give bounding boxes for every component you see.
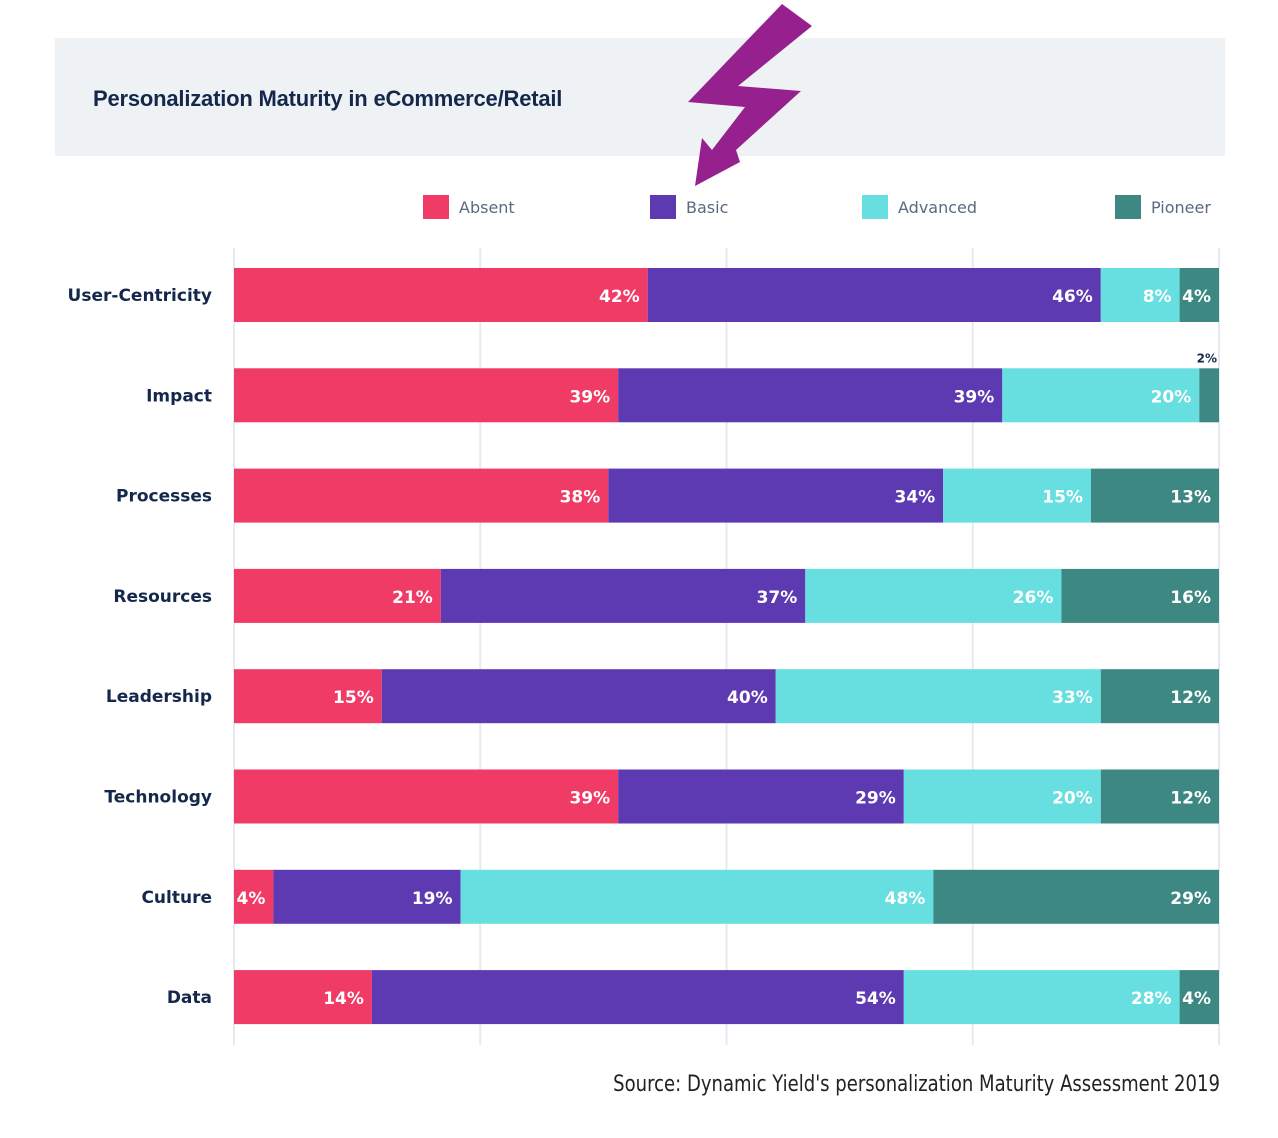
data-label: 46% — [1052, 287, 1093, 307]
bar-segment-advanced — [460, 869, 934, 924]
bar-segment-absent — [234, 568, 441, 623]
data-label: 4% — [237, 889, 266, 909]
bar-segment-advanced — [805, 568, 1062, 623]
source-note: Source: Dynamic Yield's personalization … — [613, 1072, 1220, 1097]
data-label: 29% — [855, 789, 896, 809]
category-label: Processes — [116, 487, 212, 507]
bar-segment-basic — [273, 869, 461, 924]
legend-label: Pioneer — [1151, 197, 1211, 217]
bar-segment-absent — [234, 769, 619, 824]
legend-label: Basic — [686, 197, 729, 217]
bar-segment-absent — [234, 268, 648, 322]
bar-segment-basic — [608, 468, 944, 523]
data-label: 26% — [1013, 588, 1054, 608]
bar-segment-pioneer — [1090, 468, 1219, 523]
legend-swatch — [862, 195, 888, 219]
legend-item-advanced: Advanced — [862, 195, 977, 219]
bar-segment-basic — [371, 970, 904, 1025]
data-label: 15% — [1042, 488, 1083, 508]
data-label: 54% — [855, 989, 896, 1009]
bar-segment-advanced — [775, 669, 1101, 724]
bar-segment-advanced — [1100, 268, 1180, 322]
data-label: 28% — [1131, 989, 1172, 1009]
bar-segment-basic — [647, 268, 1101, 322]
data-label-outside: 2% — [1197, 351, 1217, 365]
data-label: 4% — [1182, 989, 1211, 1009]
bar-segment-pioneer — [1179, 268, 1219, 322]
bar-segment-absent — [234, 869, 274, 924]
data-label: 20% — [1052, 789, 1093, 809]
data-label: 12% — [1170, 688, 1211, 708]
category-label: Resources — [113, 587, 212, 607]
bar-segment-pioneer — [1179, 970, 1219, 1025]
data-label: 40% — [727, 688, 768, 708]
data-label: 39% — [954, 387, 995, 407]
bar-segment-advanced — [903, 769, 1101, 824]
data-label: 14% — [323, 989, 364, 1009]
bar-segment-advanced — [943, 468, 1091, 523]
category-label: Culture — [141, 888, 212, 908]
data-label: 15% — [333, 688, 374, 708]
bar-segment-absent — [234, 368, 619, 423]
bar-segment-absent — [234, 970, 372, 1025]
bar-segment-pioneer — [1100, 669, 1219, 724]
bar-segment-basic — [618, 769, 904, 824]
legend-label: Advanced — [898, 197, 978, 217]
category-label: Technology — [104, 788, 212, 808]
data-label: 16% — [1170, 588, 1211, 608]
lightning-arrow-icon — [688, 4, 812, 186]
category-label: Impact — [146, 386, 212, 406]
title-banner: Personalization Maturity in eCommerce/Re… — [55, 38, 1225, 156]
data-label: 19% — [412, 889, 453, 909]
bar-segment-absent — [234, 468, 609, 523]
data-label: 4% — [1182, 287, 1211, 307]
legend-item-basic: Basic — [650, 195, 728, 219]
data-label: 13% — [1170, 488, 1211, 508]
data-label: 42% — [599, 287, 640, 307]
data-label: 8% — [1143, 287, 1172, 307]
chart-title: Personalization Maturity in eCommerce/Re… — [93, 86, 563, 111]
legend-item-pioneer: Pioneer — [1115, 195, 1211, 219]
category-label: User-Centricity — [68, 286, 212, 306]
data-label: 39% — [569, 789, 610, 809]
bar-segment-basic — [618, 368, 1003, 423]
legend-item-absent: Absent — [423, 195, 515, 219]
bar-segment-pioneer — [933, 869, 1219, 924]
bar-segment-pioneer — [1199, 368, 1219, 423]
bar-segment-advanced — [903, 970, 1180, 1025]
legend-swatch — [1115, 195, 1141, 219]
bar-segment-pioneer — [1061, 568, 1219, 623]
bar-segment-basic — [440, 568, 806, 623]
data-label: 48% — [885, 889, 926, 909]
legend-swatch — [650, 195, 676, 219]
category-label: Data — [167, 988, 212, 1008]
data-label: 12% — [1170, 789, 1211, 809]
legend-label: Absent — [459, 197, 515, 217]
data-label: 33% — [1052, 688, 1093, 708]
bar-segment-pioneer — [1100, 769, 1219, 824]
data-label: 38% — [560, 488, 601, 508]
data-label: 34% — [894, 488, 935, 508]
category-label: Leadership — [106, 687, 212, 707]
data-label: 37% — [757, 588, 798, 608]
bar-segment-basic — [381, 669, 776, 724]
data-label: 39% — [569, 387, 610, 407]
bar-segment-advanced — [1002, 368, 1200, 423]
legend-swatch — [423, 195, 449, 219]
data-label: 29% — [1170, 889, 1211, 909]
data-label: 21% — [392, 588, 433, 608]
data-label: 20% — [1151, 387, 1192, 407]
bar-segment-absent — [234, 669, 382, 724]
